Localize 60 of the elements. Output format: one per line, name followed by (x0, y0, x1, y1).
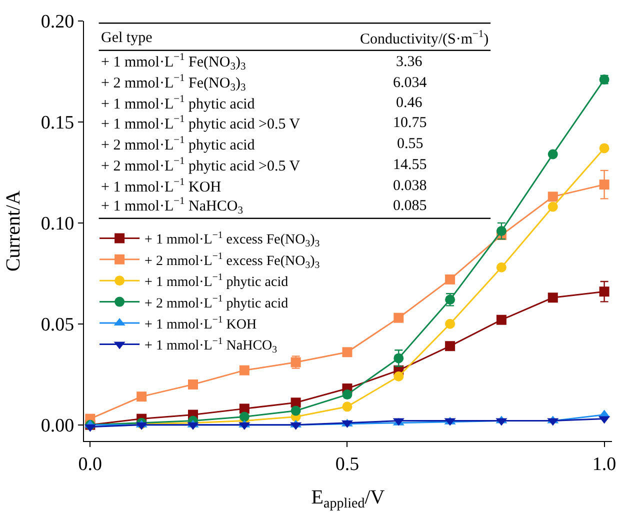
point (342, 347, 352, 358)
y-tick-label: 0.15 (40, 112, 74, 134)
annotation: 0.46 (396, 95, 423, 111)
annotation: 14.55 (393, 157, 427, 173)
point (445, 318, 456, 329)
annotation: 6.034 (393, 75, 428, 91)
point (548, 202, 558, 212)
legend-label: + 1 mmol·L$^{−1}$ KOH (144, 314, 257, 332)
point (599, 143, 610, 154)
point (342, 390, 352, 400)
y-tick-label: 0.20 (40, 12, 74, 33)
annotation: + 1 mmol·L$^{−1}$ KOH (101, 177, 222, 196)
annotation: Gel type (101, 30, 153, 46)
y-axis-title: Current/A (2, 190, 24, 272)
point (496, 226, 506, 236)
point (599, 286, 610, 297)
point (496, 314, 506, 325)
annotation: 3.36 (396, 54, 423, 70)
point (394, 371, 404, 382)
point (239, 404, 250, 414)
point (136, 392, 147, 402)
legend-label: + 2 mmol·L$^{−1}$ excess Fe(NO$_{3}$)$_{3}$ (144, 250, 320, 271)
point (394, 353, 404, 364)
annotation: + 1 mmol·L$^{−1}$ Fe(NO$_{3}$)$_{3}$ (101, 52, 246, 72)
annotation: Conductivity/(S·m$^{−1}$) (360, 29, 489, 48)
annotation: + 1 mmol·L$^{−1}$ NaHCO$_{3}$ (101, 196, 243, 216)
x-tick-label: 0.5 (335, 454, 360, 475)
point (239, 412, 250, 422)
annotation: 0.55 (397, 136, 424, 152)
annotation: + 2 mmol·L$^{−1}$ phytic acid >0.5 V (101, 156, 300, 174)
point (445, 341, 456, 352)
legend-label: + 2 mmol·L$^{−1}$ phytic acid (144, 293, 288, 312)
annotation: 10.75 (393, 115, 427, 131)
point (394, 312, 404, 323)
point (548, 292, 558, 303)
point (445, 274, 456, 284)
y-tick-label: 0.10 (40, 214, 74, 235)
annotation: + 2 mmol·L$^{−1}$ Fe(NO$_{3}$)$_{3}$ (101, 73, 246, 94)
annotation: + 1 mmol·L$^{−1}$ phytic acid (101, 94, 256, 112)
x-tick-label: 0.0 (78, 454, 102, 475)
x-tick-label: 1.0 (592, 454, 616, 475)
point (188, 379, 198, 390)
legend-label: + 1 mmol·L$^{−1}$ NaHCO$_{3}$ (144, 336, 278, 356)
point (599, 180, 610, 190)
point (290, 406, 301, 416)
point (496, 262, 506, 272)
point (239, 365, 250, 376)
x-axis-title: E$_{applied}$/V (311, 486, 386, 512)
legend-label: + 1 mmol·L$^{−1}$ phytic acid (144, 272, 288, 290)
point (548, 149, 558, 160)
legend-label: + 1 mmol·L$^{−1}$ excess Fe(NO$_{3}$)$_{3}$ (144, 230, 320, 250)
y-tick-label: 0.05 (40, 314, 74, 336)
point (548, 192, 558, 202)
annotation: + 1 mmol·L$^{−1}$ phytic acid >0.5 V (101, 114, 300, 132)
annotation: 0.038 (393, 178, 427, 194)
y-tick-label: 0.00 (40, 416, 74, 436)
annotation: + 2 mmol·L$^{−1}$ phytic acid (101, 135, 256, 154)
annotation: 0.085 (393, 198, 427, 214)
point (290, 398, 301, 408)
point (342, 402, 352, 412)
